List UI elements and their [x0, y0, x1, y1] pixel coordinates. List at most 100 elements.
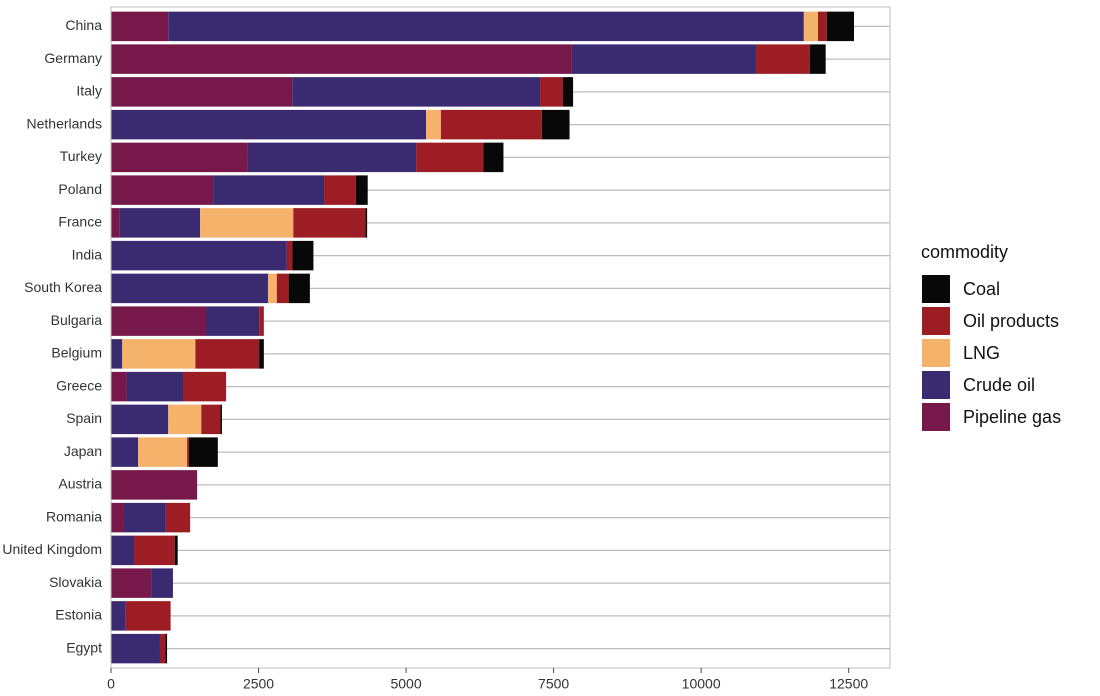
bar-segment: [122, 339, 196, 369]
bar-segment: [818, 11, 827, 42]
bar-segment: [111, 568, 152, 598]
y-tick-label: Turkey: [60, 148, 102, 164]
panel-border: [110, 6, 891, 669]
bar-segment: [111, 44, 572, 74]
bar-segment: [571, 44, 757, 74]
y-tick-label: China: [65, 17, 102, 33]
y-tick-label: Italy: [76, 83, 102, 99]
legend-key: [922, 275, 950, 303]
legend-label: Oil products: [963, 311, 1059, 331]
bar-segment: [267, 273, 277, 304]
y-tick-label: Greece: [56, 377, 102, 393]
y-tick-label: Slovakia: [49, 574, 102, 590]
bar-segment: [288, 273, 310, 304]
y-tick-label: Austria: [58, 476, 102, 492]
bar-segment: [365, 208, 368, 238]
bar-segment: [286, 240, 293, 271]
bar-segment: [200, 208, 294, 238]
bar-segment: [195, 339, 260, 369]
bar-segment: [134, 535, 175, 566]
bar-segment: [426, 109, 441, 140]
bar-segment: [563, 77, 574, 107]
y-tick-label: India: [72, 246, 103, 262]
bar-segment: [206, 306, 260, 336]
y-tick-label: France: [58, 214, 102, 230]
bar-segment: [213, 175, 325, 205]
y-tick-label: Poland: [58, 181, 102, 197]
bar-segment: [187, 437, 189, 467]
legend-label: LNG: [963, 343, 1000, 363]
bar-segment: [220, 404, 222, 435]
y-tick-label: United Kingdom: [2, 541, 102, 557]
bar-segment: [111, 371, 127, 402]
y-tick-label: Germany: [44, 50, 102, 66]
bar-segment: [111, 240, 287, 271]
x-tick-label: 10000: [682, 676, 721, 692]
legend-label: Crude oil: [963, 375, 1035, 395]
bar-segment: [111, 339, 123, 369]
bar-segment: [259, 339, 264, 369]
x-tick-label: 5000: [390, 676, 421, 692]
bar-segment: [247, 142, 417, 173]
bar-segment: [151, 568, 173, 598]
bar-segment: [324, 175, 356, 205]
bar-segment: [188, 437, 218, 467]
bar-segment: [201, 404, 221, 435]
bar-segment: [159, 633, 166, 664]
x-tick-label: 12500: [829, 676, 868, 692]
bar-segment: [483, 142, 504, 173]
bar-segment: [416, 142, 484, 173]
bar-segment: [809, 44, 826, 74]
legend-title: commodity: [921, 242, 1008, 262]
bar-segment: [168, 404, 202, 435]
bar-segment: [111, 437, 139, 467]
legend-key: [922, 339, 950, 367]
y-tick-label: Romania: [46, 508, 102, 524]
bar-segment: [826, 11, 855, 42]
bar-segment: [123, 502, 166, 533]
bar-segment: [111, 175, 214, 205]
bar-segment: [119, 208, 201, 238]
bar-segment: [292, 240, 314, 271]
bar-segment: [276, 273, 289, 304]
bar-segment: [440, 109, 542, 140]
bar-segment: [126, 371, 183, 402]
legend-key: [922, 371, 950, 399]
bar-segment: [111, 11, 169, 42]
bar-segment: [803, 11, 819, 42]
bar-segment: [111, 142, 248, 173]
bar-segment: [111, 208, 120, 238]
bar-segment: [165, 633, 168, 664]
y-tick-label: Spain: [66, 410, 102, 426]
bar-segment: [125, 601, 171, 631]
bar-segment: [111, 306, 207, 336]
bar-segment: [174, 535, 178, 566]
bar-segment: [111, 77, 293, 107]
y-tick-label: South Korea: [24, 279, 102, 295]
y-tick-label: Japan: [64, 443, 102, 459]
bar-segment: [182, 371, 227, 402]
bar-segment: [165, 502, 191, 533]
legend-key: [922, 307, 950, 335]
x-tick-label: 2500: [243, 676, 274, 692]
bar-segment: [111, 273, 268, 304]
bar-segment: [111, 109, 427, 140]
y-tick-label: Netherlands: [27, 115, 103, 131]
legend-label: Pipeline gas: [963, 407, 1061, 427]
y-tick-label: Egypt: [66, 639, 102, 655]
bar-segment: [292, 77, 541, 107]
bar-segment: [168, 11, 804, 42]
bar-segment: [111, 601, 126, 631]
bar-segment: [111, 470, 198, 500]
x-tick-label: 7500: [538, 676, 569, 692]
y-tick-label: Estonia: [55, 607, 102, 623]
bar-segment: [111, 502, 124, 533]
bar-segment: [111, 633, 160, 664]
legend-key: [922, 403, 950, 431]
bar-segment: [259, 306, 264, 336]
bar-segment: [138, 437, 188, 467]
legend-label: Coal: [963, 279, 1000, 299]
bar-segment: [540, 77, 564, 107]
